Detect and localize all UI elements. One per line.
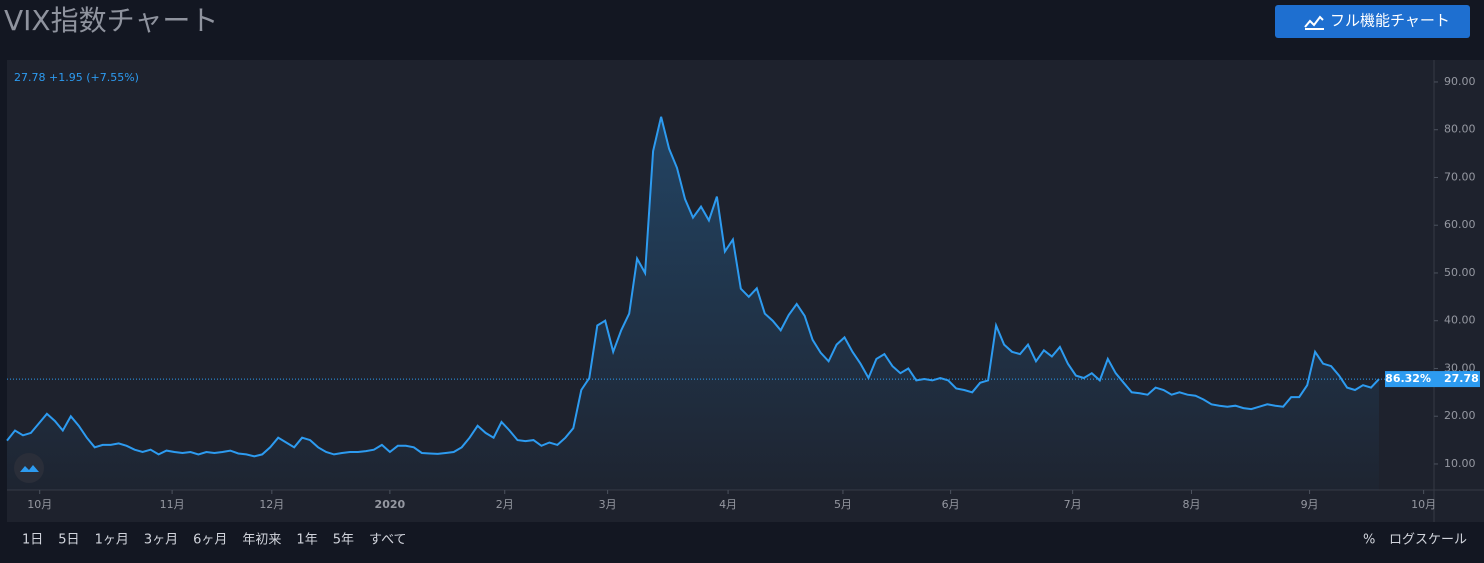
x-tick-label: 10月 bbox=[1411, 498, 1436, 511]
line bbox=[6, 116, 1380, 458]
range-button[interactable]: 5日 bbox=[58, 533, 79, 548]
y-tick-label: 20.00 bbox=[1444, 409, 1476, 422]
x-tick-label: 10月 bbox=[27, 498, 52, 511]
percent-tag-bg bbox=[1385, 371, 1434, 388]
logo-icon bbox=[20, 465, 39, 472]
x-tick-label: 11月 bbox=[160, 498, 185, 511]
x-tick-label: 5月 bbox=[834, 498, 852, 511]
y-tick-label: 80.00 bbox=[1444, 123, 1476, 136]
quote: 27.78 +1.95 (+7.55%) bbox=[14, 71, 139, 84]
x-tick-label: 4月 bbox=[719, 498, 737, 511]
logo-bg bbox=[14, 453, 44, 483]
x-tick-label: 8月 bbox=[1183, 498, 1201, 511]
x-tick-label: 6月 bbox=[942, 498, 960, 511]
x-tick-label: 12月 bbox=[259, 498, 284, 511]
full-chart-button[interactable]: フル機能チャート bbox=[1275, 5, 1470, 38]
x-tick-label: 3月 bbox=[599, 498, 617, 511]
x-tick-label: 2020 bbox=[375, 498, 406, 511]
range-button[interactable]: 6ヶ月 bbox=[193, 533, 227, 548]
percent-toggle[interactable]: % bbox=[1363, 533, 1375, 548]
range-button[interactable]: 1日 bbox=[22, 533, 43, 548]
y-tick-label: 10.00 bbox=[1444, 457, 1476, 470]
percent-tag: 86.32% bbox=[1385, 372, 1431, 385]
button-icon[interactable] bbox=[1304, 15, 1324, 30]
quote-last: 27.78 bbox=[14, 71, 46, 84]
x-tick-label: 2月 bbox=[496, 498, 514, 511]
y-tick-label: 60.00 bbox=[1444, 218, 1476, 231]
y-tick-label: 40.00 bbox=[1444, 314, 1476, 327]
plot bbox=[6, 116, 1434, 491]
area bbox=[7, 116, 1379, 491]
quote-change: +1.95 bbox=[49, 71, 83, 84]
quote-change-pct: (+7.55%) bbox=[86, 71, 139, 84]
range-button[interactable]: 1年 bbox=[296, 533, 317, 548]
range-button[interactable]: すべて bbox=[369, 533, 407, 548]
range-button[interactable]: 3ヶ月 bbox=[144, 533, 178, 548]
range-button[interactable]: 1ヶ月 bbox=[95, 533, 129, 548]
x-tick-label: 7月 bbox=[1064, 498, 1082, 511]
price-tag: 27.78 bbox=[1444, 372, 1479, 385]
x-tick-label: 9月 bbox=[1301, 498, 1319, 511]
page-title: VIX指数チャート bbox=[4, 4, 218, 37]
y-tick-label: 90.00 bbox=[1444, 75, 1476, 88]
price-tag-bg bbox=[1434, 371, 1480, 388]
button-label[interactable]: フル機能チャート bbox=[1330, 12, 1450, 30]
y-tick-label: 50.00 bbox=[1444, 266, 1476, 279]
y-tick-label: 70.00 bbox=[1444, 170, 1476, 183]
log-toggle[interactable]: ログスケール bbox=[1389, 533, 1467, 548]
toolbar bbox=[0, 522, 1484, 559]
range-buttons: 1日 5日 1ヶ月 3ヶ月 6ヶ月 年初来 1年 5年 すべて bbox=[22, 533, 407, 548]
range-button[interactable]: 5年 bbox=[333, 533, 354, 548]
range-button[interactable]: 年初来 bbox=[242, 533, 281, 548]
logo bbox=[14, 453, 44, 483]
